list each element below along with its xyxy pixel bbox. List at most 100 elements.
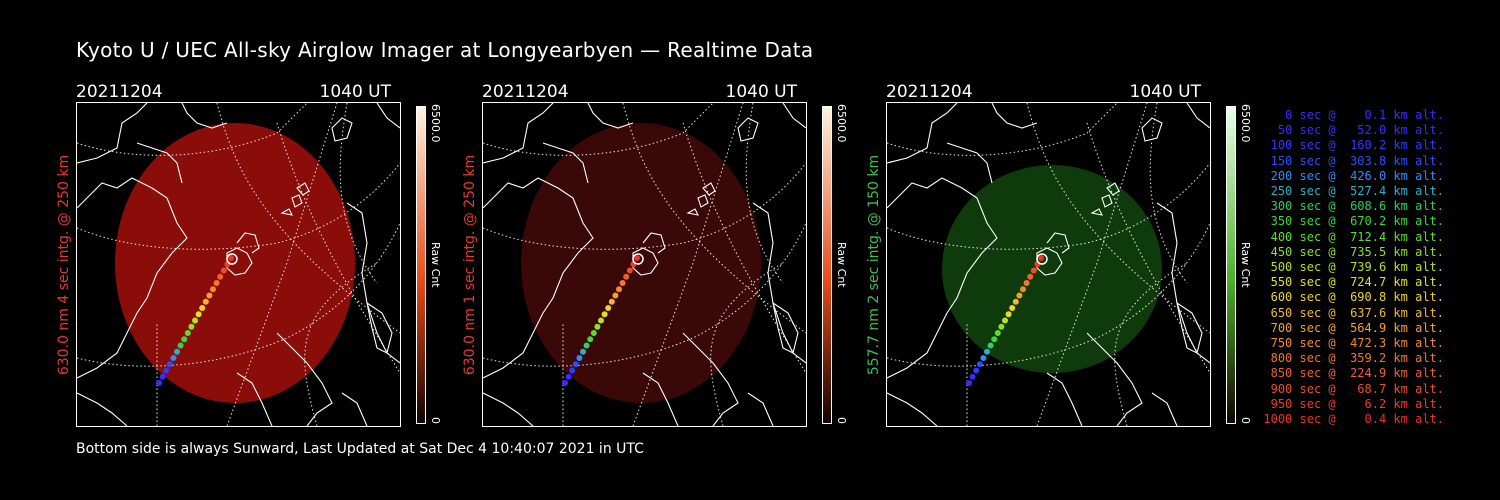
trajectory-point <box>188 323 195 330</box>
trajectory-point <box>199 305 206 311</box>
trajectory-point <box>166 361 173 368</box>
coastline <box>77 103 148 164</box>
trajectory-point <box>598 317 604 324</box>
colorbar <box>416 106 426 424</box>
trajectory-point <box>202 298 209 305</box>
legend-entry: 500 sec @ 739.6 km alt. <box>1263 260 1444 275</box>
legend-entry: 300 sec @ 608.6 km alt. <box>1263 199 1444 214</box>
coastline <box>946 142 993 184</box>
trajectory-point <box>973 367 980 374</box>
coastline <box>1186 103 1210 129</box>
legend-entry: 350 sec @ 670.2 km alt. <box>1263 214 1444 229</box>
trajectory-point <box>572 361 579 368</box>
trajectory-point <box>605 305 612 311</box>
trajectory-point <box>228 255 234 261</box>
colorbar <box>1226 106 1236 424</box>
panel-time: 1040 UT <box>319 82 392 102</box>
graticule-line <box>226 103 338 426</box>
allsky-image <box>482 102 807 427</box>
trajectory-point <box>565 373 572 380</box>
coastline <box>1046 372 1083 426</box>
imager-panel: 20211204 1040 UT 630.0 nm 1 sec intg. @ 25… <box>462 82 902 432</box>
coastline <box>376 103 400 129</box>
graticule-line <box>1026 103 1210 334</box>
trajectory-point <box>966 380 972 386</box>
trajectory-point <box>1023 280 1030 286</box>
trajectory-point <box>616 286 622 293</box>
trajectory-point <box>623 273 630 280</box>
coastline <box>642 372 679 426</box>
coastline <box>236 232 260 254</box>
legend-entry: 750 sec @ 472.3 km alt. <box>1263 336 1444 351</box>
trajectory-point <box>195 311 202 318</box>
coastline <box>136 142 183 184</box>
footer-status: Bottom side is always Sunward, Last Upda… <box>76 441 644 457</box>
trajectory-point <box>1012 298 1019 305</box>
legend-entry: 150 sec @ 303.8 km alt. <box>1263 153 1444 168</box>
allsky-image <box>886 102 1211 427</box>
legend-entry: 950 sec @ 6.2 km alt. <box>1263 396 1444 411</box>
trajectory-point <box>192 317 198 324</box>
legend-entry: 1000 sec @ 0.4 km alt. <box>1263 412 1444 427</box>
coastline <box>1156 202 1210 364</box>
legend-entry: 100 sec @ 160.2 km alt. <box>1263 138 1444 153</box>
legend-entry: 50 sec @ 52.0 km alt. <box>1263 123 1444 138</box>
trajectory-point <box>580 348 586 355</box>
coastline <box>752 202 806 364</box>
legend-entry: 700 sec @ 564.9 km alt. <box>1263 320 1444 335</box>
coastline <box>887 392 938 426</box>
coastline <box>542 142 589 184</box>
coastline <box>483 392 534 426</box>
colorbar-min: 0 <box>1239 417 1252 424</box>
legend-entry: 800 sec @ 359.2 km alt. <box>1263 351 1444 366</box>
coastline <box>280 182 310 216</box>
trajectory-point <box>177 342 184 349</box>
coastline <box>887 103 958 164</box>
trajectory-point <box>994 330 1001 336</box>
trajectory-point <box>569 367 576 374</box>
coastline <box>1151 392 1178 426</box>
panel-date: 20211204 <box>76 82 163 102</box>
trajectory-point <box>998 323 1005 330</box>
colorbar-min: 0 <box>835 417 848 424</box>
trajectory-point <box>576 355 583 361</box>
trajectory-point <box>217 273 224 280</box>
trajectory-point <box>220 267 227 274</box>
coastline <box>77 177 188 379</box>
graticule-line <box>1036 103 1148 426</box>
graticule-line <box>216 103 400 334</box>
legend-entry: 900 sec @ 68.7 km alt. <box>1263 381 1444 396</box>
colorbar-max: 6500.0 <box>429 104 442 143</box>
trajectory-point <box>174 348 180 355</box>
coastline <box>226 247 253 276</box>
graticule-line <box>483 222 806 367</box>
trajectory-point <box>184 330 191 336</box>
imager-panel: 20211204 1040 UT 557.7 nm 2 sec intg. @ 15… <box>866 82 1306 432</box>
coastline <box>77 392 128 426</box>
coastline <box>1046 232 1070 254</box>
trajectory-point <box>210 286 216 293</box>
panel-time: 1040 UT <box>725 82 798 102</box>
trajectory-point <box>608 298 615 305</box>
colorbar-max: 6500.0 <box>1239 104 1252 143</box>
trajectory-point <box>634 255 640 261</box>
wavelength-label: 630.0 nm 4 sec intg. @ 250 km <box>56 154 72 375</box>
trajectory-point <box>984 348 990 355</box>
colorbar-max: 6500.0 <box>835 104 848 143</box>
coastline <box>483 103 554 164</box>
coastline <box>642 232 666 254</box>
trajectory-point <box>159 373 166 380</box>
colorbar-unit: Raw Cnt <box>835 242 848 288</box>
trajectory-point <box>562 380 568 386</box>
coastline <box>331 117 353 142</box>
trajectory-point <box>612 292 619 299</box>
coastline <box>772 301 799 354</box>
colorbar-min: 0 <box>429 417 442 424</box>
coastline <box>991 103 1038 129</box>
panel-date: 20211204 <box>482 82 569 102</box>
trajectory-point <box>1038 255 1044 261</box>
trajectory-point <box>1005 311 1012 318</box>
page-title: Kyoto U / UEC All-sky Airglow Imager at … <box>76 38 814 62</box>
legend-entry: 400 sec @ 712.4 km alt. <box>1263 229 1444 244</box>
panel-date: 20211204 <box>886 82 973 102</box>
